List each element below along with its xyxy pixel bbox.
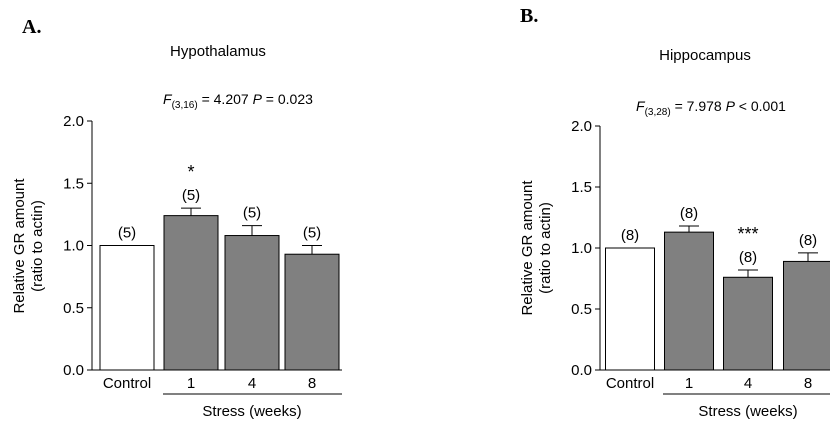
- y-tick-label: 1.5: [571, 179, 592, 196]
- y-tick-label: 2.0: [63, 113, 84, 130]
- panel-label: A.: [22, 16, 41, 38]
- panel-b: B. Hippocampus F(3,28) = 7.978 P < 0.001 Re…: [519, 5, 830, 420]
- y-axis-label: Relative GR amount: [519, 180, 536, 316]
- y-tick-label: 0.0: [571, 362, 592, 379]
- x-tick-label: 8: [308, 375, 316, 392]
- group-label: Stress (weeks): [698, 403, 797, 420]
- x-tick-label: Control: [606, 375, 654, 392]
- bar: [723, 276, 773, 371]
- bar: [163, 215, 219, 371]
- bar: [783, 260, 830, 371]
- n-label: (8): [739, 249, 757, 266]
- y-tick-label: 0.0: [63, 362, 84, 379]
- n-label: (8): [680, 205, 698, 222]
- x-tick-label: 8: [804, 375, 812, 392]
- significance-marker: ***: [737, 224, 758, 244]
- bar: [605, 247, 655, 371]
- chart-title: Hypothalamus: [170, 43, 266, 60]
- panel-label: B.: [520, 5, 538, 27]
- bar: [224, 235, 280, 371]
- chart-title: Hippocampus: [659, 47, 751, 64]
- significance-marker: *: [187, 162, 194, 182]
- bar: [284, 253, 340, 371]
- x-tick-label: 1: [685, 375, 693, 392]
- n-label: (8): [799, 232, 817, 249]
- panel-a: A. Hypothalamus F(3,16) = 4.207 P = 0.023 R…: [11, 16, 342, 420]
- x-tick-label: 1: [187, 375, 195, 392]
- stats-annotation: F(3,28) = 7.978 P < 0.001: [636, 98, 786, 118]
- y-axis-label: Relative GR amount: [11, 178, 28, 314]
- y-tick-label: 1.5: [63, 175, 84, 192]
- n-label: (8): [621, 227, 639, 244]
- n-label: (5): [303, 225, 321, 242]
- bar: [664, 231, 714, 371]
- y-axis-label-sub: (ratio to actin): [29, 200, 46, 292]
- bar: [99, 245, 155, 371]
- y-tick-label: 0.5: [571, 301, 592, 318]
- y-tick-label: 2.0: [571, 118, 592, 135]
- y-tick-label: 1.0: [63, 238, 84, 255]
- y-tick-label: 0.5: [63, 300, 84, 317]
- n-label: (5): [118, 225, 136, 242]
- y-axis-label-sub: (ratio to actin): [537, 202, 554, 294]
- n-label: (5): [182, 187, 200, 204]
- x-tick-label: 4: [744, 375, 752, 392]
- stats-annotation: F(3,16) = 4.207 P = 0.023: [163, 91, 313, 111]
- x-tick-label: 4: [248, 375, 256, 392]
- group-label: Stress (weeks): [202, 403, 301, 420]
- y-tick-label: 1.0: [571, 240, 592, 257]
- n-label: (5): [243, 205, 261, 222]
- x-tick-label: Control: [103, 375, 151, 392]
